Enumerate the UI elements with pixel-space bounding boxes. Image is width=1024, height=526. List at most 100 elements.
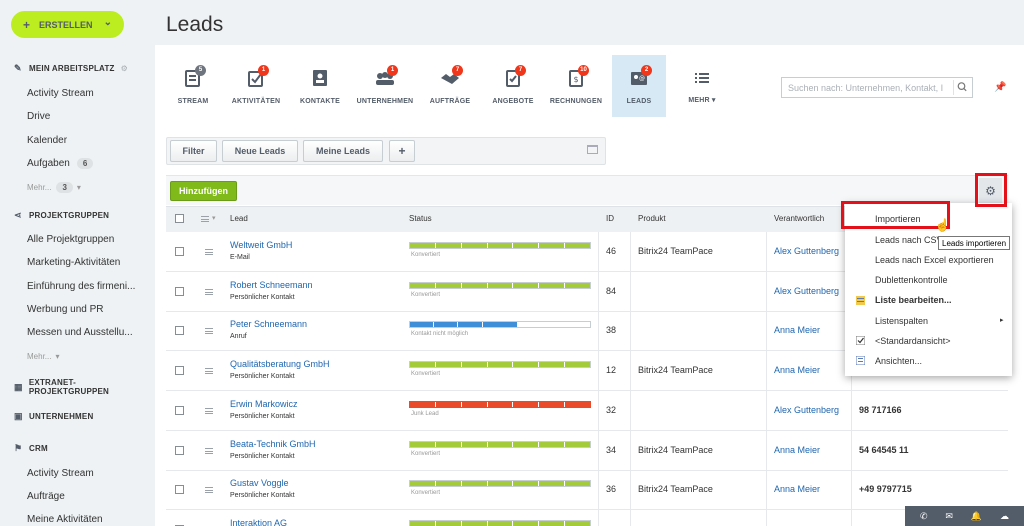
filter-button[interactable]: Filter bbox=[170, 140, 217, 162]
add-filter-button[interactable]: + bbox=[389, 140, 415, 162]
column-header-status[interactable]: Status bbox=[409, 214, 432, 223]
status-progress-bar[interactable] bbox=[409, 520, 591, 526]
sidebar-item-drive[interactable]: Drive bbox=[27, 111, 51, 122]
my-leads-filter-button[interactable]: Meine Leads bbox=[303, 140, 383, 162]
lead-name-link[interactable]: Interaktion AG bbox=[230, 518, 288, 526]
lead-name-link[interactable]: Weltweit GmbH bbox=[230, 240, 293, 250]
tab-activities[interactable]: 1 AKTIVITÄTEN bbox=[229, 55, 283, 117]
table-row[interactable] bbox=[166, 431, 1008, 471]
status-segment[interactable] bbox=[461, 402, 488, 407]
status-segment[interactable] bbox=[487, 442, 514, 447]
status-segment[interactable] bbox=[435, 283, 462, 288]
status-segment[interactable] bbox=[539, 362, 566, 367]
table-row[interactable] bbox=[166, 311, 1008, 351]
tab-contacts[interactable]: KONTAKTE bbox=[293, 55, 347, 117]
section-company[interactable]: ▣ UNTERNEHMEN bbox=[14, 411, 93, 422]
status-segment[interactable] bbox=[482, 322, 519, 327]
table-row[interactable] bbox=[166, 351, 1008, 391]
tab-deals[interactable]: 7 AUFTRÄGE bbox=[423, 55, 477, 117]
row-checkbox[interactable] bbox=[175, 485, 184, 494]
row-checkbox[interactable] bbox=[175, 287, 184, 296]
column-header-product[interactable]: Produkt bbox=[638, 214, 666, 223]
lead-name-link[interactable]: Peter Schneemann bbox=[230, 319, 308, 329]
menu-item-views[interactable]: Ansichten... bbox=[875, 356, 923, 366]
menu-item-list-columns[interactable]: Listenspalten bbox=[875, 316, 929, 326]
chat-icon[interactable]: ✉ bbox=[945, 510, 953, 521]
status-segment[interactable] bbox=[435, 402, 462, 407]
row-menu-icon[interactable] bbox=[205, 249, 213, 255]
cloud-icon[interactable]: ☁ bbox=[1000, 510, 1010, 521]
menu-item-edit-list[interactable]: Liste bearbeiten... bbox=[875, 295, 952, 305]
status-segment[interactable] bbox=[410, 322, 435, 327]
status-segment[interactable] bbox=[565, 362, 591, 367]
tab-invoices[interactable]: $ 10 RECHNUNGEN bbox=[549, 55, 603, 117]
column-header-responsible[interactable]: Verantwortlich bbox=[774, 214, 825, 223]
menu-item-export-excel[interactable]: Leads nach Excel exportieren bbox=[875, 255, 994, 265]
status-segment[interactable] bbox=[513, 283, 540, 288]
status-segment[interactable] bbox=[410, 402, 436, 407]
status-segment[interactable] bbox=[566, 322, 591, 327]
table-row[interactable] bbox=[166, 232, 1008, 272]
status-progress-bar[interactable] bbox=[409, 480, 591, 487]
section-extranet-groups[interactable]: ▦ EXTRANET-PROJEKTGRUPPEN bbox=[14, 378, 155, 396]
status-segment[interactable] bbox=[539, 442, 566, 447]
sidebar-item-introduction[interactable]: Einführung des firmeni... bbox=[27, 281, 136, 292]
lead-name-link[interactable]: Beata-Technik GmbH bbox=[230, 439, 316, 449]
new-leads-filter-button[interactable]: Neue Leads bbox=[222, 140, 298, 162]
sidebar-item-crm-stream[interactable]: Activity Stream bbox=[27, 468, 94, 479]
status-segment[interactable] bbox=[513, 243, 540, 248]
lead-responsible-link[interactable]: Anna Meier bbox=[774, 365, 821, 375]
column-header-id[interactable]: ID bbox=[606, 214, 614, 223]
tab-quotes[interactable]: 7 ANGEBOTE bbox=[486, 55, 540, 117]
table-row[interactable] bbox=[166, 272, 1008, 312]
sidebar-item-activity-stream[interactable]: Activity Stream bbox=[27, 88, 94, 99]
sidebar-item-all-groups[interactable]: Alle Projektgruppen bbox=[27, 234, 115, 245]
sidebar-more-groups[interactable]: Mehr... ▾ bbox=[27, 352, 59, 361]
tab-leads[interactable]: @ 2 LEADS bbox=[612, 55, 666, 117]
status-segment[interactable] bbox=[539, 243, 566, 248]
lead-name-link[interactable]: Qualitätsberatung GmbH bbox=[230, 359, 330, 369]
sidebar-item-marketing[interactable]: Marketing-Aktivitäten bbox=[27, 257, 121, 268]
menu-item-export-csv[interactable]: Leads nach CSV bbox=[875, 235, 943, 245]
status-segment[interactable] bbox=[410, 481, 436, 486]
status-progress-bar[interactable] bbox=[409, 242, 591, 249]
menu-item-import[interactable]: Importieren bbox=[875, 214, 921, 224]
section-project-groups[interactable]: ⋖ PROJEKTGRUPPEN bbox=[14, 210, 109, 221]
status-progress-bar[interactable] bbox=[409, 441, 591, 448]
lead-name-link[interactable]: Erwin Markowicz bbox=[230, 399, 298, 409]
window-icon[interactable] bbox=[587, 145, 598, 154]
create-button[interactable]: + ERSTELLEN ⌄ bbox=[11, 11, 124, 38]
sidebar-item-advertising[interactable]: Werbung und PR bbox=[27, 304, 104, 315]
add-lead-button[interactable]: Hinzufügen bbox=[170, 181, 237, 201]
status-segment[interactable] bbox=[513, 481, 540, 486]
section-my-workspace[interactable]: ✎ MEIN ARBEITSPLATZ ⚙ bbox=[14, 63, 128, 74]
status-progress-bar[interactable] bbox=[409, 361, 591, 368]
row-menu-icon[interactable] bbox=[205, 289, 213, 295]
lead-responsible-link[interactable]: Anna Meier bbox=[774, 484, 821, 494]
status-segment[interactable] bbox=[487, 402, 514, 407]
select-all-checkbox[interactable] bbox=[175, 214, 184, 223]
status-segment[interactable] bbox=[461, 521, 488, 526]
status-segment[interactable] bbox=[539, 521, 566, 526]
row-menu-icon[interactable] bbox=[205, 487, 213, 493]
status-segment[interactable] bbox=[487, 521, 514, 526]
row-menu-icon[interactable] bbox=[201, 216, 209, 222]
lead-name-link[interactable]: Robert Schneemann bbox=[230, 280, 313, 290]
lead-responsible-link[interactable]: Alex Guttenberg bbox=[774, 286, 840, 296]
gear-icon[interactable]: ⚙ bbox=[120, 64, 128, 73]
row-checkbox[interactable] bbox=[175, 446, 184, 455]
status-segment[interactable] bbox=[410, 521, 436, 526]
row-checkbox[interactable] bbox=[175, 366, 184, 375]
status-segment[interactable] bbox=[565, 402, 591, 407]
sidebar-item-deals[interactable]: Aufträge bbox=[27, 491, 65, 502]
status-segment[interactable] bbox=[565, 283, 591, 288]
status-segment[interactable] bbox=[461, 442, 488, 447]
status-segment[interactable] bbox=[487, 283, 514, 288]
bell-icon[interactable]: 🔔 bbox=[970, 510, 983, 521]
status-segment[interactable] bbox=[513, 521, 540, 526]
status-progress-bar[interactable] bbox=[409, 321, 591, 328]
status-segment[interactable] bbox=[435, 243, 462, 248]
phone-icon[interactable]: ✆ bbox=[919, 510, 928, 521]
status-segment[interactable] bbox=[435, 481, 462, 486]
status-segment[interactable] bbox=[513, 362, 540, 367]
